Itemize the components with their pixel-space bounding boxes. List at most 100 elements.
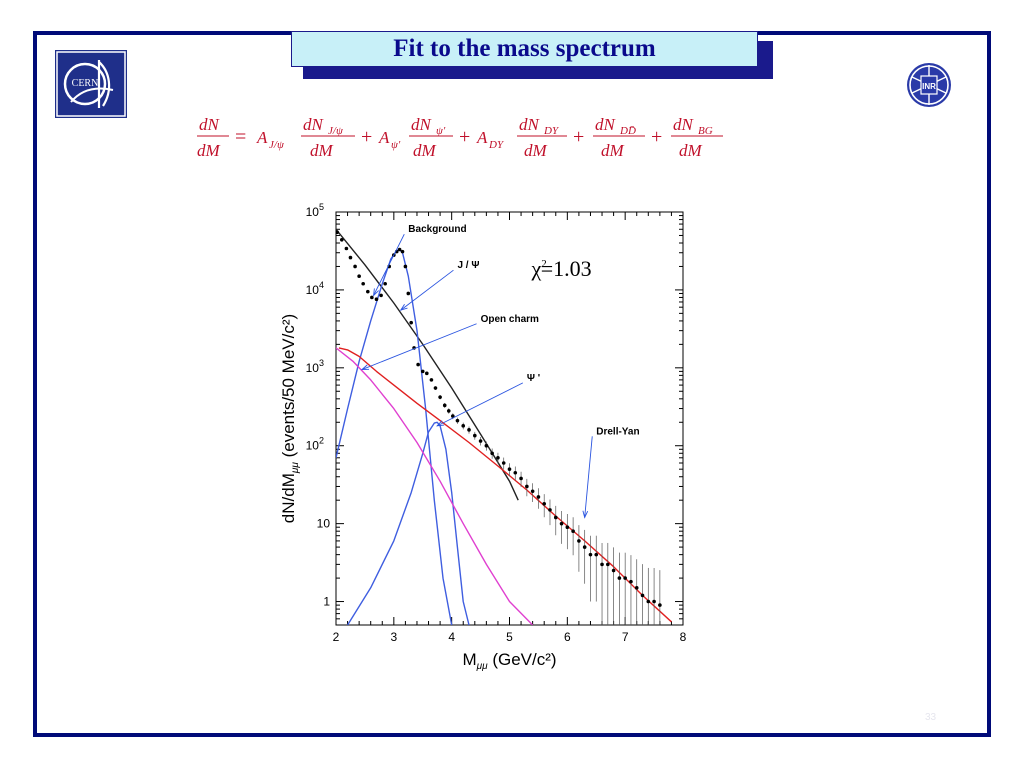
eq-term1-den: dM	[310, 141, 334, 160]
data-point	[617, 576, 622, 580]
data-point	[438, 395, 442, 399]
data-point	[571, 529, 575, 533]
inr-logo: INR	[907, 63, 951, 107]
svg-text:+: +	[459, 126, 470, 148]
data-point	[553, 515, 558, 520]
eq-term3-coef: A	[476, 128, 488, 147]
axis-labels: Mμμ (GeV/c²) dN/dMμμ (events/50 MeV/c²)	[279, 314, 557, 672]
data-point	[594, 552, 599, 557]
cern-logo: CERN	[55, 50, 127, 118]
y-tick-label: 104	[306, 280, 324, 297]
x-tick-label: 5	[506, 630, 513, 644]
y-tick-label: 105	[306, 202, 324, 219]
data-point	[400, 249, 405, 254]
eq-term5-num: dN	[673, 115, 695, 134]
fit-curve	[336, 248, 453, 625]
data-point	[348, 255, 353, 260]
svg-text:+: +	[573, 126, 584, 148]
data-point	[548, 508, 552, 512]
data-point	[455, 418, 460, 423]
x-tick-label: 2	[333, 630, 340, 644]
eq-term4-num-sub: DD̄	[619, 125, 636, 137]
data-point	[357, 274, 361, 278]
annotation-arrow	[400, 269, 454, 311]
data-point	[383, 281, 387, 286]
data-point	[513, 470, 518, 475]
data-point	[559, 521, 564, 526]
data-point	[501, 461, 506, 465]
eq-term5-den: dM	[679, 141, 703, 160]
data-point	[406, 291, 411, 296]
eq-term3-den: dM	[524, 141, 548, 160]
data-point	[525, 484, 529, 489]
data-point	[433, 386, 438, 390]
data-point	[467, 428, 471, 432]
x-tick-label: 6	[564, 630, 571, 644]
data-point	[606, 562, 610, 567]
slide-title: Fit to the mass spectrum	[393, 35, 656, 62]
data-point	[629, 579, 633, 584]
x-tick-label: 3	[390, 630, 397, 644]
data-point	[646, 599, 651, 604]
eq-term1-num-sub: J/ψ	[328, 125, 343, 137]
data-point	[353, 264, 357, 269]
data-point	[339, 237, 344, 242]
data-point	[640, 593, 645, 598]
eq-lhs-num: dN	[199, 115, 221, 134]
chart-annotations: Background J / Ψ Open charm Ψ ' Drell-Yan χ2=…	[360, 224, 640, 519]
data-point	[658, 603, 662, 607]
eq-term3-num-sub: DY	[543, 125, 560, 137]
data-point	[403, 264, 408, 269]
data-point	[490, 451, 494, 456]
y-tick-label: 10	[317, 517, 331, 531]
eq-term1-coef: A	[256, 128, 268, 147]
chart-axes: 2 3 4 5 6 7 8 1 10 102 103 104 105	[306, 202, 687, 644]
eq-term2-coef-sub: ψ'	[391, 139, 401, 151]
eq-term2-den: dM	[413, 141, 437, 160]
data-point	[344, 246, 349, 251]
data-point	[374, 297, 379, 301]
inr-logo-text: INR	[922, 82, 936, 91]
eq-term2-coef: A	[378, 128, 390, 147]
annotation-label: Open charm	[481, 314, 539, 325]
svg-text:=: =	[235, 126, 246, 148]
fit-curves	[336, 228, 672, 625]
fit-equation: dN dM = A J/ψ dN J/ψ dM + A ψ' dN ψ' dM …	[197, 115, 723, 160]
x-tick-label: 4	[448, 630, 455, 644]
fit-curve	[347, 421, 470, 625]
svg-text:+: +	[651, 126, 662, 148]
annotation-arrow	[361, 323, 477, 370]
eq-term3-num: dN	[519, 115, 541, 134]
fit-curve	[338, 347, 672, 623]
eq-term5-num-sub: BG	[698, 125, 713, 137]
eq-term4-num: dN	[595, 115, 617, 134]
slide-number: 33	[925, 712, 937, 723]
data-point	[478, 439, 483, 443]
data-point	[536, 495, 541, 499]
data-point	[361, 281, 365, 286]
data-point	[588, 552, 593, 557]
slide-frame	[33, 31, 991, 737]
data-point	[416, 362, 420, 367]
x-tick-label: 7	[622, 630, 629, 644]
annotation-arrowhead	[436, 420, 445, 427]
eq-term1-coef-sub: J/ψ	[269, 139, 284, 151]
annotation-arrow	[373, 234, 405, 296]
annotation-arrow	[437, 382, 524, 427]
data-point	[611, 568, 616, 573]
annotation-label: Drell-Yan	[596, 426, 639, 437]
data-point	[519, 476, 523, 481]
x-axis-label: Mμμ (GeV/c²)	[462, 650, 556, 672]
data-points	[336, 230, 662, 625]
mass-spectrum-chart: 2 3 4 5 6 7 8 1 10 102 103 104 105 Background J / Ψ Op…	[279, 202, 687, 672]
annotation-label: J / Ψ	[457, 260, 479, 271]
data-point	[424, 371, 429, 376]
annotation-label: Background	[408, 224, 466, 235]
data-point	[451, 414, 455, 418]
annotation-arrowhead	[399, 304, 408, 311]
annotation-arrow	[584, 436, 593, 518]
data-point	[429, 378, 434, 382]
eq-term2-num-sub: ψ'	[436, 125, 446, 137]
data-point	[420, 369, 425, 374]
data-point	[582, 545, 587, 549]
